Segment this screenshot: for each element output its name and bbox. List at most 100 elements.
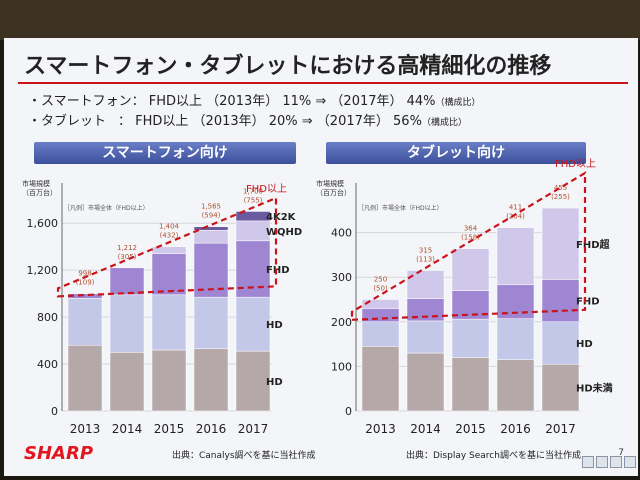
bar-segment-HD	[406, 320, 445, 354]
bar-fhd-label: (109)	[76, 279, 95, 287]
y-unit-label: 市場規模	[22, 179, 50, 188]
summary-text: ： FHD以上 （2013年） 20% ⇒ （2017年） 56%	[118, 114, 422, 129]
footer-source-smartphone: 出典：Canalys調べを基に当社作成	[172, 451, 316, 461]
bar-fhd-label: (255)	[551, 193, 570, 201]
bar-total-label: 1,404	[159, 223, 180, 231]
bar-total-label: 998	[78, 270, 91, 278]
bar-total-label: 411	[509, 204, 522, 212]
y-tick-label: 200	[331, 316, 352, 329]
fhd-plus-label: FHD以上	[246, 183, 287, 195]
page-number: 7	[618, 448, 624, 458]
y-tick-label: 300	[331, 271, 352, 284]
x-tick-label: 2014	[410, 422, 441, 436]
prev-slide-icon[interactable]	[582, 456, 594, 468]
y-tick-label: 1,200	[27, 264, 59, 277]
bar-total-label: 250	[374, 276, 387, 284]
legend-note: ［凡例］市場全体（FHD以上）	[64, 204, 149, 212]
fhd-plus-region	[56, 196, 278, 298]
summary-note: （構成比）	[435, 98, 481, 108]
bar-segment-HD	[361, 321, 400, 347]
bar-total-label: 364	[464, 225, 478, 233]
bar-segment-FHD超	[451, 248, 490, 291]
slideshow-toolbar[interactable]	[582, 456, 638, 468]
monitor-bezel	[0, 0, 640, 40]
bar-segment-WQHD	[235, 220, 271, 242]
bar-segment-HD未満	[496, 359, 535, 412]
bar-fhd-label: (204)	[506, 213, 525, 221]
x-tick-label: 2015	[455, 422, 486, 436]
menu-icon[interactable]	[624, 456, 636, 468]
bar-segment-HD未満	[541, 363, 580, 412]
sharp-logo: SHARP	[24, 443, 94, 464]
y-tick-label: 0	[345, 405, 352, 418]
footer-source-tablet: 出典：Display Search調べを基に当社作成	[406, 451, 581, 461]
slide: スマートフォン・タブレットにおける高精細化の推移 ・スマートフォン： FHD以上…	[4, 38, 638, 476]
summary-note: （構成比）	[421, 118, 467, 128]
y-tick-label: 100	[331, 360, 352, 373]
bar-total-label: 1,700	[243, 187, 263, 195]
bar-segment-HD	[235, 350, 271, 412]
bar-segment-WQHD	[193, 230, 229, 244]
y-tick-label: 1,600	[27, 217, 59, 230]
bar-segment-HD	[67, 345, 103, 412]
pen-icon[interactable]	[610, 456, 622, 468]
summary-bullet: ・タブレット	[28, 114, 107, 129]
bar-segment-HD	[235, 296, 271, 352]
next-slide-icon[interactable]	[596, 456, 608, 468]
summary-line-tablet: ・タブレット ： FHD以上 （2013年） 20% ⇒ （2017年） 56%（…	[28, 110, 467, 129]
bar-fhd-label: (755)	[244, 196, 263, 204]
bar-fhd-label: (594)	[202, 212, 221, 220]
segment-label: HD	[576, 339, 593, 350]
banner-tablet: タブレット向け	[326, 142, 586, 164]
bar-segment-HD	[151, 294, 187, 351]
bar-segment-FHD超	[361, 299, 400, 309]
x-tick-label: 2014	[112, 422, 143, 436]
bar-segment-HD未満	[406, 352, 445, 412]
bar-fhd-label: (50)	[373, 285, 388, 293]
bar-segment-FHD	[541, 279, 580, 323]
bar-total-label: 315	[419, 247, 432, 255]
y-unit-sub: （百万台）	[22, 188, 57, 197]
x-tick-label: 2017	[238, 422, 269, 436]
x-tick-label: 2015	[154, 422, 185, 436]
bar-segment-4K2K	[235, 211, 271, 222]
y-unit-sub: （百万台）	[316, 188, 351, 197]
x-tick-label: 2016	[500, 422, 531, 436]
bar-fhd-label: (158)	[461, 234, 480, 242]
title-underline	[18, 82, 628, 84]
y-tick-label: 400	[331, 227, 352, 240]
segment-label: FHD超	[576, 238, 611, 251]
bar-segment-HD	[496, 318, 535, 360]
bar-segment-HD	[151, 349, 187, 412]
bar-total-label: 1,212	[117, 244, 137, 252]
slide-title: スマートフォン・タブレットにおける高精細化の推移	[24, 54, 552, 79]
charts-canvas: 市場規模（百万台）［凡例］市場全体（FHD以上）04008001,2001,60…	[22, 158, 613, 436]
bar-segment-4K2K	[193, 226, 229, 231]
bar-segment-HD	[109, 294, 145, 353]
bar-total-label: 455	[554, 184, 567, 192]
bar-segment-HD	[193, 348, 229, 412]
bar-segment-HD	[541, 321, 580, 365]
segment-label: 4K2K	[266, 212, 297, 223]
bar-segment-FHD	[151, 253, 187, 296]
summary-bullet: ・スマートフォン	[28, 94, 132, 109]
summary-text: ： FHD以上 （2013年） 11% ⇒ （2017年） 44%	[131, 94, 436, 109]
segment-label: FHD	[576, 297, 600, 308]
segment-label: HD	[266, 320, 283, 331]
bar-fhd-label: (305)	[118, 253, 137, 261]
bar-segment-HD未満	[361, 346, 400, 412]
bar-segment-FHD超	[496, 227, 535, 286]
y-tick-label: 800	[37, 311, 58, 324]
x-tick-label: 2013	[365, 422, 396, 436]
bar-segment-HD	[451, 318, 490, 358]
segment-label: HD	[266, 377, 283, 388]
bar-segment-HD	[109, 352, 145, 412]
bar-fhd-label: (432)	[160, 232, 179, 240]
fhd-plus-region	[350, 171, 587, 321]
segment-label: FHD	[266, 265, 290, 276]
segment-label: WQHD	[266, 227, 302, 238]
bar-segment-HD	[67, 298, 103, 346]
y-unit-label: 市場規模	[316, 179, 344, 188]
bar-fhd-label: (113)	[416, 256, 435, 264]
